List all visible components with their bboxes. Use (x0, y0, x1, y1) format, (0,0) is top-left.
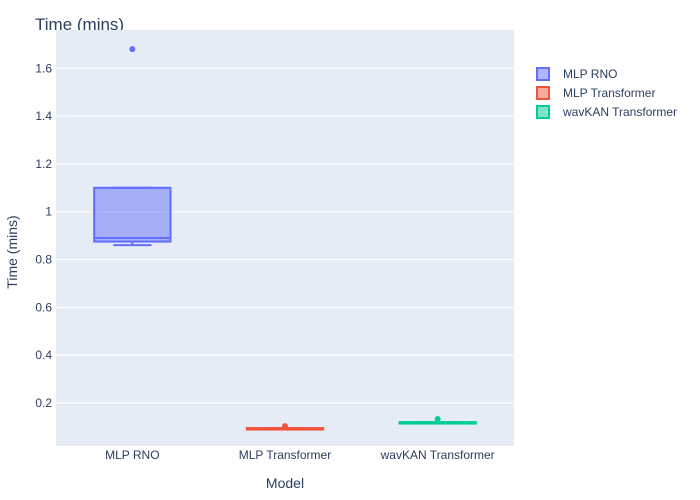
y-tick-label: 0.8 (35, 253, 52, 267)
y-tick-label: 0.6 (35, 300, 52, 314)
outlier-point (434, 415, 441, 422)
legend-label: wavKAN Transformer (562, 105, 677, 119)
legend-item: wavKAN Transformer (536, 105, 677, 119)
y-tick-label: 1 (45, 205, 52, 219)
y-tick-labels: 0.2 0.4 0.6 0.8 1 1.2 1.4 1.6 (35, 61, 52, 410)
x-tick-label: wavKAN Transformer (380, 448, 495, 462)
box-iqr (93, 186, 172, 243)
box-plots (93, 46, 477, 431)
x-tick-labels: MLP RNO MLP Transformer wavKAN Transformer (105, 448, 495, 462)
legend-swatch (536, 86, 550, 100)
outlier-point (129, 46, 136, 53)
y-tick-label: 1.2 (35, 157, 52, 171)
legend: MLP RNO MLP Transformer wavKAN Transformer (536, 67, 677, 119)
y-tick-label: 1.4 (35, 109, 52, 123)
legend-label: MLP Transformer (563, 86, 655, 100)
box-mlp-rno (93, 46, 172, 247)
y-tick-label: 1.6 (35, 61, 52, 75)
chart-title: Time (mins) (35, 15, 124, 34)
legend-label: MLP RNO (563, 67, 617, 81)
box-mlp-transformer (245, 423, 325, 431)
x-tick-label: MLP RNO (105, 448, 159, 462)
y-tick-label: 0.2 (35, 396, 52, 410)
x-axis-title: Model (266, 475, 304, 491)
box-wavkan-transformer (398, 415, 477, 425)
legend-swatch (536, 105, 550, 119)
y-axis-title: Time (mins) (4, 215, 20, 288)
legend-swatch (536, 67, 550, 81)
legend-item: MLP RNO (536, 67, 617, 81)
legend-item: MLP Transformer (536, 86, 655, 100)
y-tick-label: 0.4 (35, 348, 52, 362)
outlier-point (282, 423, 288, 430)
x-tick-label: MLP Transformer (239, 448, 331, 462)
